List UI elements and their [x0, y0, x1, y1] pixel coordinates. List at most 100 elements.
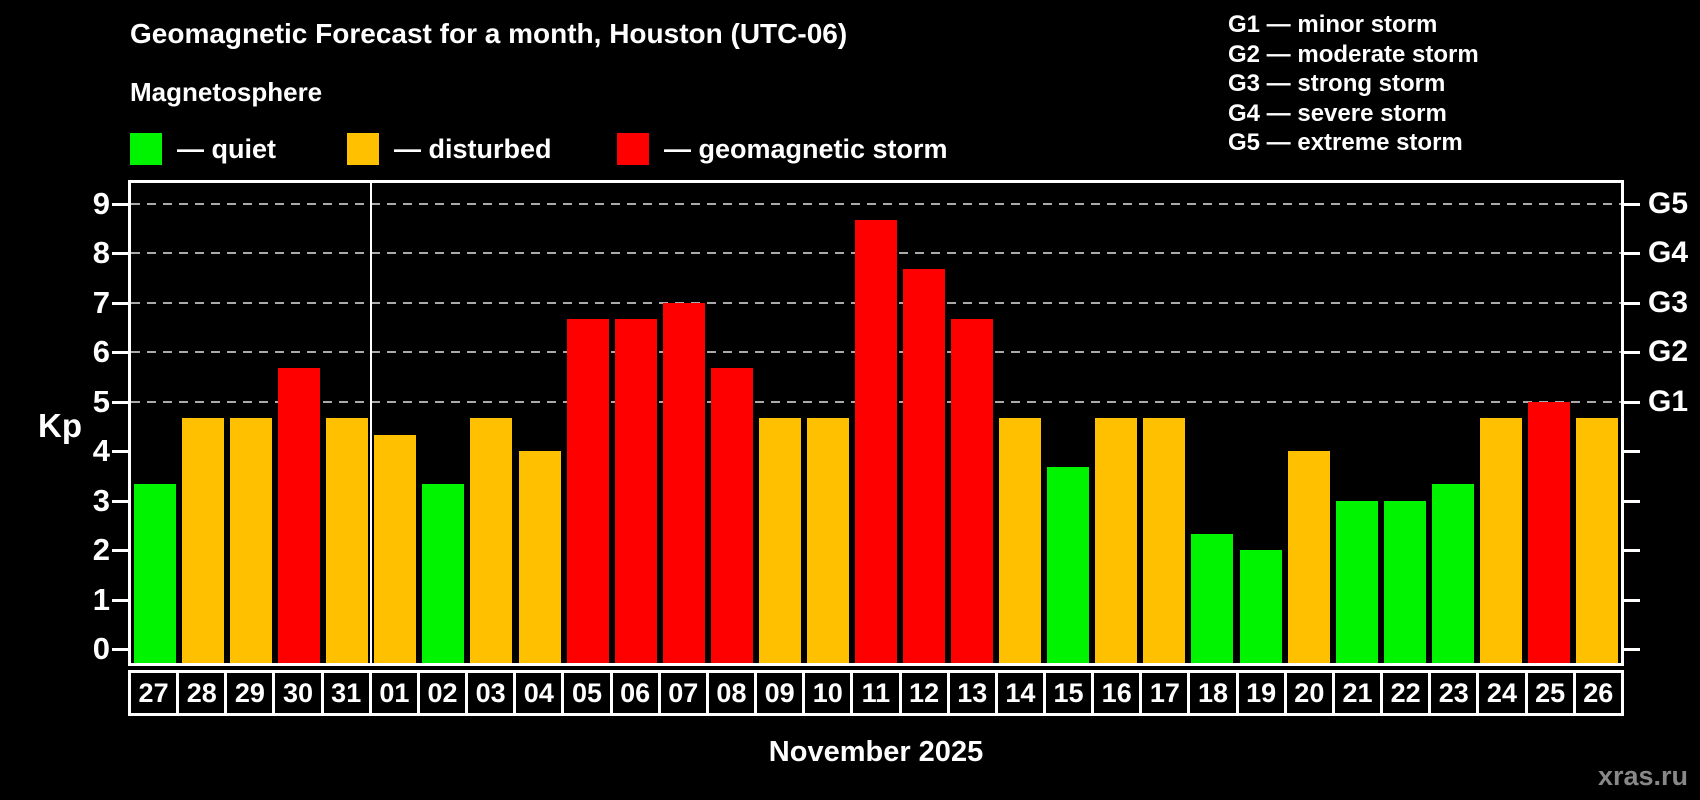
y-tick-left-4	[112, 450, 128, 453]
day-label-29: 29	[224, 673, 272, 713]
y-tick-right-1	[1624, 598, 1640, 602]
right-axis-label-G3: G3	[1648, 285, 1689, 319]
legend-item-quiet: — quiet	[130, 132, 276, 166]
y-tick-left-3	[112, 499, 128, 503]
y-tick-left-2	[112, 549, 128, 552]
chart-title: Geomagnetic Forecast for a month, Housto…	[130, 18, 848, 49]
day-label-19: 19	[1235, 673, 1284, 713]
bar-day-15	[1047, 467, 1090, 663]
bar-day-05	[566, 318, 609, 663]
y-tick-right-9	[1624, 202, 1640, 206]
plot-area	[131, 183, 1621, 663]
y-tick-label-1: 1	[92, 581, 110, 617]
right-axis-label-G2: G2	[1648, 335, 1689, 368]
day-label-27: 27	[138, 677, 169, 708]
day-label-24: 24	[1476, 673, 1524, 713]
day-label-18: 18	[1187, 673, 1235, 713]
right-axis-label-G1: G1	[1648, 384, 1689, 418]
y-tick-right-4	[1624, 450, 1640, 453]
bar-day-03	[470, 417, 513, 663]
y-tick-left-9	[112, 202, 128, 206]
gridline-kp9	[131, 202, 1621, 205]
day-label-11: 11	[850, 673, 898, 713]
bar-day-19	[1239, 550, 1282, 663]
y-tick-right-5	[1624, 400, 1640, 404]
storm-color-swatch	[617, 133, 649, 165]
y-tick-label-0: 0	[92, 631, 110, 666]
legend-disturbed-label: — disturbed	[394, 133, 552, 164]
day-label-07: 07	[657, 673, 706, 713]
y-tick-left-5	[112, 400, 128, 404]
legend-quiet-label: — quiet	[177, 133, 276, 164]
bar-day-01	[374, 434, 417, 663]
day-label-01: 01	[368, 673, 417, 713]
g-legend-item: G5 — extreme storm	[1228, 129, 1463, 156]
legend-item-storm: — geomagnetic storm	[617, 132, 948, 166]
watermark: xras.ru	[1597, 761, 1688, 791]
day-label-12: 12	[898, 673, 947, 713]
day-label-13: 13	[946, 673, 995, 713]
day-label-22: 22	[1380, 673, 1428, 713]
y-tick-right-2	[1624, 549, 1640, 552]
bar-day-11	[855, 219, 897, 663]
bar-day-18	[1191, 533, 1234, 663]
y-tick-right-6	[1624, 351, 1640, 354]
chart-subtitle: Magnetosphere	[130, 77, 323, 107]
plot-frame	[128, 180, 1624, 666]
bar-day-13	[951, 318, 994, 663]
bar-day-24	[1479, 417, 1522, 663]
legend-storm-label: — geomagnetic storm	[664, 133, 948, 164]
y-tick-left-1	[112, 598, 128, 602]
y-tick-label-3: 3	[92, 482, 110, 518]
day-label-02: 02	[416, 673, 465, 713]
quiet-color-swatch	[130, 133, 162, 165]
bar-day-20	[1287, 451, 1330, 663]
g-legend-item: G2 — moderate storm	[1228, 40, 1479, 68]
right-axis-label-G4: G4	[1648, 236, 1689, 269]
day-label-03: 03	[465, 673, 513, 713]
bar-day-22	[1383, 500, 1426, 663]
legend-item-disturbed: — disturbed	[347, 132, 552, 166]
day-label-06: 06	[609, 673, 658, 713]
bar-day-10	[806, 417, 849, 663]
y-tick-right-3	[1624, 499, 1640, 503]
day-label-17: 17	[1139, 673, 1187, 713]
g-legend-item: G1 — minor storm	[1228, 11, 1438, 38]
bar-day-09	[758, 417, 801, 663]
day-label-28: 28	[176, 673, 224, 713]
bar-day-17	[1143, 417, 1186, 663]
day-label-31: 31	[320, 673, 369, 713]
y-tick-label-2: 2	[92, 532, 110, 567]
bar-day-08	[710, 368, 753, 663]
y-tick-right-0	[1624, 648, 1640, 651]
bar-day-26	[1575, 417, 1618, 663]
y-tick-label-6: 6	[92, 334, 110, 369]
day-label-23: 23	[1428, 673, 1476, 713]
bar-day-16	[1095, 417, 1138, 663]
bar-day-30	[278, 368, 321, 663]
day-label-20: 20	[1283, 673, 1332, 713]
y-tick-label-8: 8	[92, 235, 110, 270]
day-label-14: 14	[994, 673, 1043, 713]
bar-day-31	[326, 417, 369, 663]
day-label-25: 25	[1524, 673, 1573, 713]
day-label-05: 05	[561, 673, 609, 713]
x-axis-day-labels: 27 28 29 30 31 01 02 03 04 05 06 07 08 09 10 11 12 13 14 15…	[128, 670, 1624, 716]
day-label-04: 04	[513, 673, 561, 713]
g-legend-item: G3 — strong storm	[1228, 70, 1446, 97]
bar-day-29	[230, 417, 273, 663]
y-tick-label-4: 4	[92, 433, 110, 468]
y-tick-right-7	[1624, 301, 1640, 305]
right-axis-label-G5: G5	[1648, 186, 1689, 220]
bar-day-23	[1431, 484, 1474, 663]
x-axis-title: November 2025	[768, 736, 984, 768]
y-tick-label-5: 5	[92, 383, 110, 419]
day-label-26: 26	[1572, 673, 1621, 713]
bar-day-27	[134, 484, 177, 663]
y-axis-title: Kp	[38, 407, 82, 444]
y-tick-label-9: 9	[92, 185, 110, 221]
day-label-09: 09	[754, 673, 802, 713]
day-label-10: 10	[802, 673, 850, 713]
bar-day-21	[1335, 500, 1378, 663]
